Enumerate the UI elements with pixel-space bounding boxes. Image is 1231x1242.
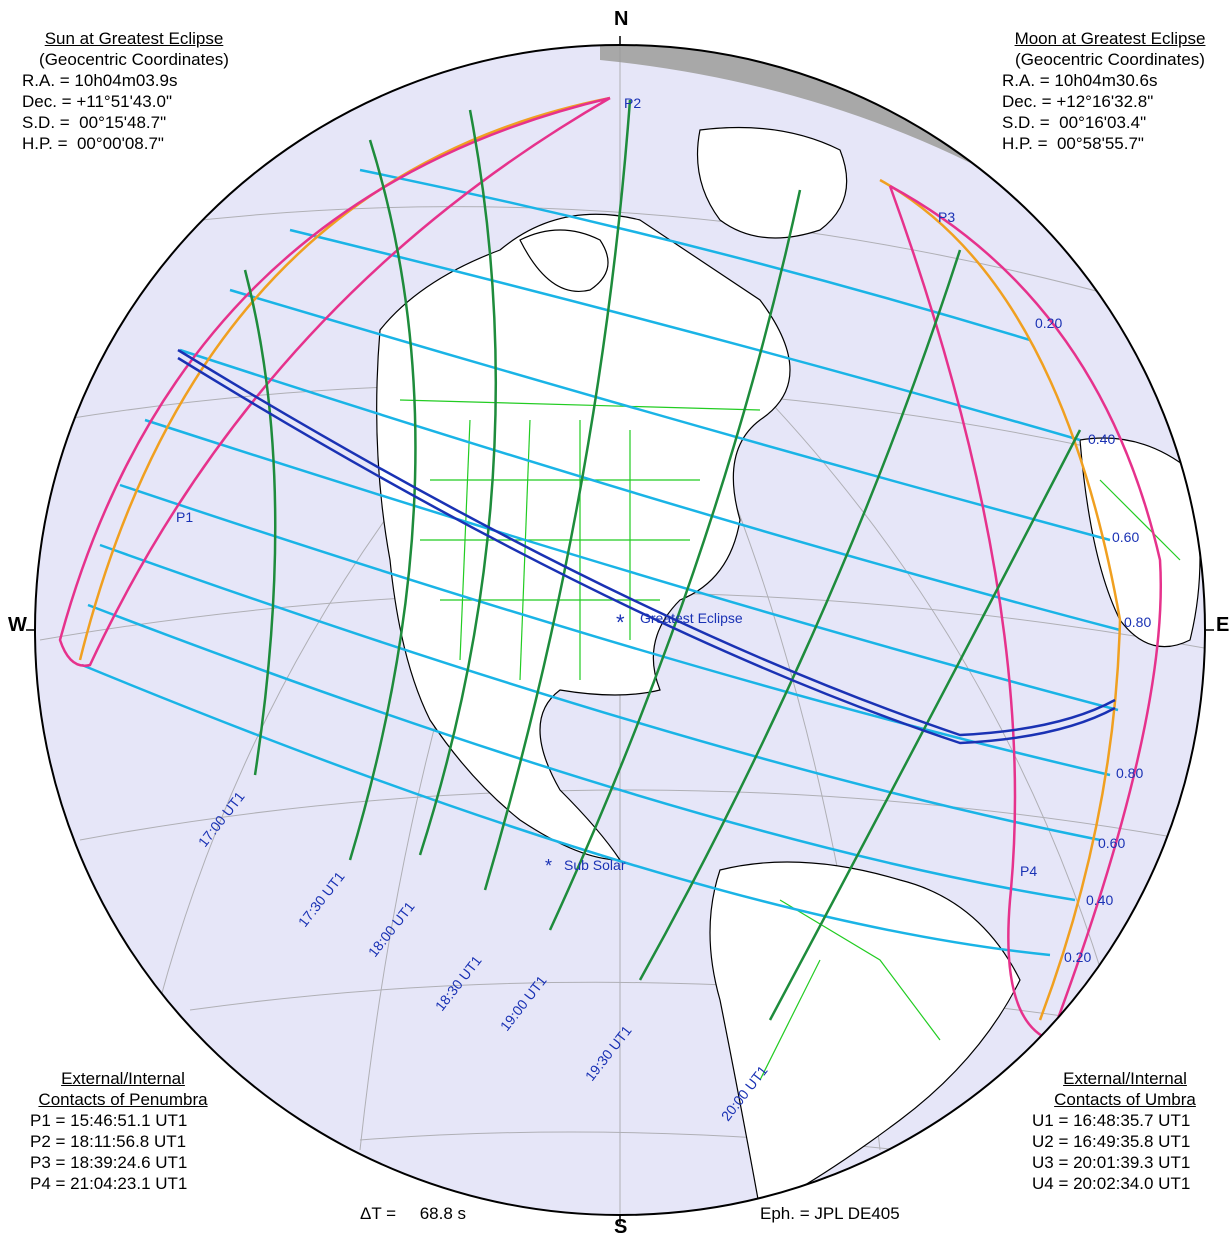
contact-label-p1: P1 [176, 509, 193, 525]
delta-t-value: ΔT = 68.8 s [360, 1204, 467, 1223]
umbra-u3: U3 = 20:01:39.3 UT1 [1032, 1153, 1191, 1172]
time-lines [243, 99, 1082, 1021]
contact-label-p2: P2 [624, 95, 641, 111]
penumbra-p2: P2 = 18:11:56.8 UT1 [30, 1132, 187, 1151]
political-borders [399, 399, 1181, 1081]
umbra-u4: U4 = 20:02:34.0 UT1 [1032, 1174, 1191, 1193]
mag-label-s-040: 0.40 [1086, 892, 1113, 908]
sun-panel-title: Sun at Greatest Eclipse [44, 29, 224, 48]
sun-sd: S.D. = 00°15'48.7" [22, 113, 167, 132]
sub-solar-label: Sub Solar [564, 857, 626, 873]
contact-curve-east [888, 184, 1163, 1042]
umbra-u1: U1 = 16:48:35.7 UT1 [1032, 1111, 1191, 1130]
moon-hp: H.P. = 00°58'55.7" [1002, 134, 1144, 153]
ephemeris-label: Eph. = JPL DE405 [760, 1204, 900, 1223]
moon-ra: R.A. = 10h04m30.6s [1002, 71, 1158, 90]
sun-hp: H.P. = 00°00'08.7" [22, 134, 164, 153]
penumbra-p4: P4 = 21:04:23.1 UT1 [30, 1174, 188, 1193]
central-path [177, 348, 1116, 745]
landmasses [376, 126, 1201, 1211]
sun-panel-subtitle: (Geocentric Coordinates) [39, 50, 229, 69]
magnitude-lines [81, 168, 1121, 957]
greatest-eclipse-marker: * [616, 610, 625, 635]
penumbra-panel-title-1: External/Internal [61, 1069, 185, 1088]
compass-ticks [26, 36, 1214, 1224]
compass-east: E [1216, 614, 1230, 636]
magnitude-labels-north: 0.20 0.40 0.60 0.80 [1035, 315, 1151, 630]
mag-label-s-080: 0.80 [1116, 765, 1143, 781]
compass-west: W [8, 614, 27, 636]
sun-coordinates-panel: Sun at Greatest Eclipse (Geocentric Coor… [0, 28, 268, 154]
penumbra-p1: P1 = 15:46:51.1 UT1 [30, 1111, 188, 1130]
penumbra-limit-curve [78, 96, 1122, 1021]
compass-north: N [614, 8, 629, 30]
magnitude-labels-south: 0.80 0.60 0.40 0.20 [1064, 765, 1143, 965]
mag-label-n-040: 0.40 [1088, 431, 1115, 447]
moon-coordinates-panel: Moon at Greatest Eclipse (Geocentric Coo… [980, 28, 1231, 154]
greenland-land [696, 126, 848, 239]
south-america-land [709, 861, 1021, 1211]
mag-label-s-020: 0.20 [1064, 949, 1091, 965]
mag-label-n-060: 0.60 [1112, 529, 1139, 545]
umbra-panel-title-1: External/Internal [1063, 1069, 1187, 1088]
contact-label-p4: P4 [1020, 863, 1037, 879]
moon-panel-subtitle: (Geocentric Coordinates) [1015, 50, 1205, 69]
mag-label-n-080: 0.80 [1124, 614, 1151, 630]
north-america-land [376, 213, 791, 861]
moon-dec: Dec. = +12°16'32.8" [1002, 92, 1154, 111]
umbra-u2: U2 = 16:49:35.8 UT1 [1032, 1132, 1191, 1151]
penumbra-contacts-panel: External/Internal Contacts of Penumbra P… [8, 1068, 238, 1194]
mag-label-s-060: 0.60 [1098, 835, 1125, 851]
arctic-islands-land [519, 229, 609, 292]
umbra-contacts-panel: External/Internal Contacts of Umbra U1 =… [1010, 1068, 1231, 1194]
moon-sd: S.D. = 00°16'03.4" [1002, 113, 1147, 132]
umbra-panel-title-2: Contacts of Umbra [1054, 1090, 1196, 1109]
sub-solar-marker: * [545, 856, 552, 876]
contact-curve-west [58, 96, 611, 667]
sun-ra: R.A. = 10h04m03.9s [22, 71, 178, 90]
greatest-eclipse-label: Greatest Eclipse [640, 610, 743, 626]
sun-dec: Dec. = +11°51'43.0" [22, 92, 172, 111]
penumbra-p3: P3 = 18:39:24.6 UT1 [30, 1153, 188, 1172]
mag-label-n-020: 0.20 [1035, 315, 1062, 331]
contact-label-p3: P3 [938, 209, 955, 225]
penumbra-panel-title-2: Contacts of Penumbra [38, 1090, 208, 1109]
moon-panel-title: Moon at Greatest Eclipse [1014, 29, 1206, 48]
compass-south: S [614, 1216, 628, 1238]
